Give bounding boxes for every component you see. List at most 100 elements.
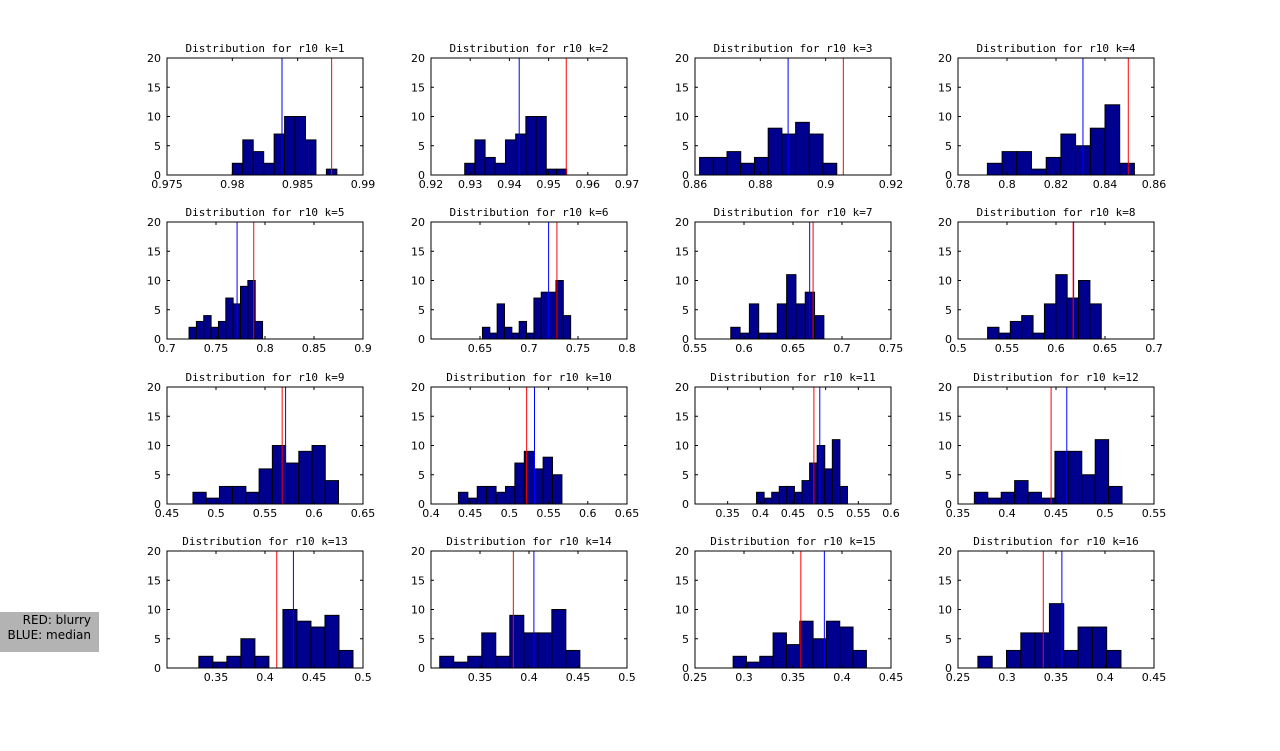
- x-tick-label: 0.65: [468, 342, 493, 355]
- y-tick-label: 5: [418, 633, 425, 646]
- histogram-bar: [548, 291, 557, 340]
- x-tick-label: 0.3: [998, 671, 1016, 684]
- x-tick-label: 0.35: [781, 671, 806, 684]
- y-tick-label: 20: [411, 381, 425, 394]
- histogram-bar: [254, 655, 270, 669]
- histogram-bar: [740, 162, 755, 176]
- histogram-bar: [514, 462, 525, 505]
- x-tick-label: 0.55: [683, 342, 708, 355]
- y-tick-label: 15: [938, 574, 952, 587]
- histogram-bar: [489, 332, 498, 340]
- subplot-7: 0 5 10 15 20 0.55 0.6 0.65 0.7 0.75 Distribution f…: [675, 206, 903, 355]
- subplot-8: 0 5 10 15 20 0.5 0.55 0.6 0.65 0.7 Distribution fo…: [938, 206, 1163, 355]
- subplot-title: Distribution for r10 k=4: [977, 42, 1136, 55]
- y-tick-label: 15: [675, 574, 689, 587]
- histogram-bar: [758, 332, 769, 340]
- subplot-1: 0 5 10 15 20 0.975 0.98 0.985 0.99 Distribution f…: [147, 42, 375, 191]
- histogram-bar: [745, 661, 761, 669]
- histogram-bar: [523, 450, 535, 505]
- histogram-bar: [537, 632, 553, 669]
- y-tick-label: 10: [147, 440, 161, 453]
- subplot-title: Distribution for r10 k=13: [182, 535, 348, 548]
- histogram-bar: [232, 485, 247, 505]
- histogram-bar: [1043, 303, 1057, 340]
- x-tick-label: 0.4: [998, 507, 1016, 520]
- x-tick-label: 0.35: [715, 507, 740, 520]
- x-tick-label: 0.75: [204, 342, 229, 355]
- y-tick-label: 0: [418, 333, 425, 346]
- histogram-bar: [285, 462, 300, 505]
- x-tick-label: 0.55: [253, 507, 278, 520]
- y-tick-label: 20: [938, 381, 952, 394]
- histogram-bar: [273, 133, 286, 176]
- histogram-bar: [772, 632, 787, 669]
- x-tick-label: 0.3: [735, 671, 753, 684]
- x-tick-label: 0.35: [946, 507, 971, 520]
- y-tick-label: 5: [154, 304, 161, 317]
- plot-area: [695, 387, 891, 504]
- histogram-bar: [748, 303, 760, 340]
- y-tick-label: 15: [938, 245, 952, 258]
- y-tick-label: 20: [675, 216, 689, 229]
- y-tick-label: 5: [945, 469, 952, 482]
- x-tick-label: 0.45: [1142, 671, 1167, 684]
- subplot-title: Distribution for r10 k=1: [186, 42, 345, 55]
- histogram-bar: [515, 133, 527, 176]
- histogram-bar: [1106, 649, 1122, 669]
- histogram-bar: [481, 632, 497, 669]
- histogram-bar: [781, 133, 797, 176]
- histogram-bar: [795, 303, 806, 340]
- x-tick-label: 0.95: [536, 178, 561, 191]
- x-tick-label: 0.98: [220, 178, 245, 191]
- histogram-bar: [511, 332, 520, 340]
- histogram-bar: [542, 456, 554, 505]
- y-tick-label: 5: [154, 140, 161, 153]
- histogram-bar: [245, 491, 260, 505]
- x-tick-label: 0.25: [946, 671, 971, 684]
- histogram-bar: [526, 332, 535, 340]
- histogram-bar: [496, 303, 505, 340]
- histogram-bar: [795, 121, 810, 176]
- histogram-bar: [1055, 274, 1068, 340]
- x-tick-label: 0.45: [566, 671, 591, 684]
- histogram-bar: [776, 303, 788, 340]
- x-tick-label: 0.4: [752, 507, 770, 520]
- x-tick-label: 0.75: [566, 342, 591, 355]
- x-tick-label: 0.45: [458, 507, 483, 520]
- histogram-bar: [284, 116, 296, 176]
- histogram-bar: [1009, 320, 1023, 340]
- subplot-15: 0 5 10 15 20 0.25 0.3 0.35 0.4 0.45 Distribution f…: [675, 535, 903, 684]
- plot-area: [167, 222, 363, 339]
- subplot-16: 0 5 10 15 20 0.25 0.3 0.35 0.4 0.45 Distribution f…: [938, 535, 1166, 684]
- y-tick-label: 5: [682, 304, 689, 317]
- y-tick-label: 10: [938, 111, 952, 124]
- histogram-bar: [282, 609, 298, 669]
- histogram-bar: [240, 638, 256, 669]
- histogram-bar: [552, 474, 563, 505]
- histogram-bar: [545, 168, 557, 176]
- histogram-bar: [1060, 133, 1077, 176]
- x-tick-label: 0.84: [1093, 178, 1118, 191]
- x-tick-label: 0.92: [419, 178, 444, 191]
- histogram-bar: [831, 439, 841, 505]
- x-tick-label: 0.7: [833, 342, 851, 355]
- histogram-bar: [739, 332, 750, 340]
- histogram-bar: [294, 116, 307, 176]
- y-tick-label: 15: [147, 81, 161, 94]
- x-tick-label: 0.82: [1044, 178, 1069, 191]
- subplot-4: 0 5 10 15 20 0.78 0.8 0.82 0.84 0.86 Distribution …: [938, 42, 1166, 191]
- x-tick-label: 0.6: [305, 507, 323, 520]
- y-tick-label: 0: [682, 498, 689, 511]
- y-tick-label: 0: [154, 498, 161, 511]
- y-tick-label: 20: [147, 545, 161, 558]
- y-tick-label: 0: [682, 662, 689, 675]
- histogram-bar: [1045, 156, 1062, 176]
- histogram-bar: [763, 497, 773, 505]
- histogram-bar: [210, 326, 219, 340]
- y-tick-label: 5: [154, 633, 161, 646]
- x-tick-label: 0.93: [458, 178, 483, 191]
- histogram-bar: [218, 485, 234, 505]
- histogram-bar: [799, 620, 814, 669]
- subplot-title: Distribution for r10 k=2: [450, 42, 609, 55]
- histogram-bar: [504, 485, 516, 505]
